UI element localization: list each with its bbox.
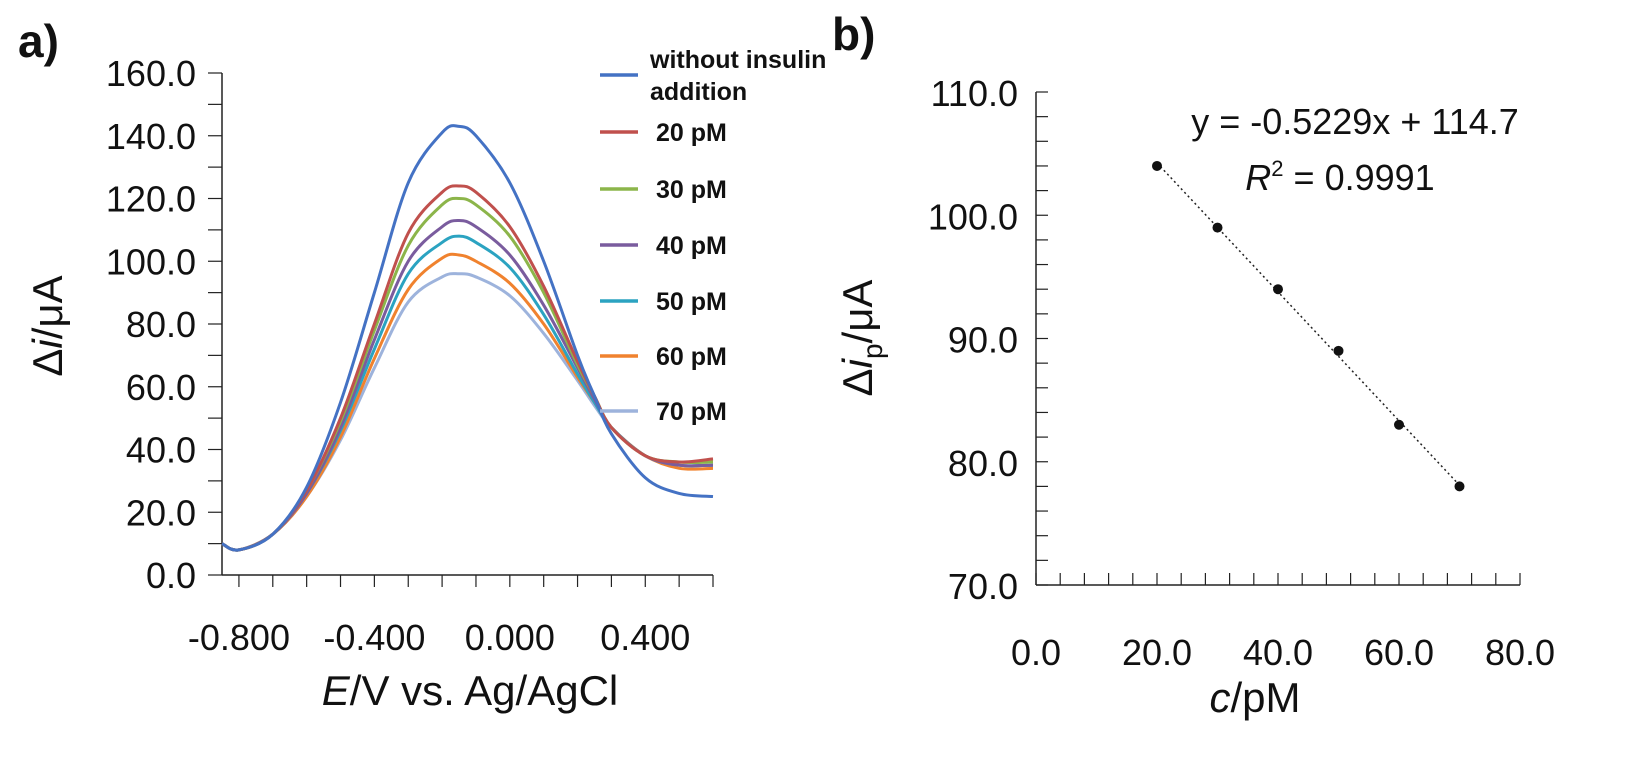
panel-a-x-axis-title: E/V vs. Ag/AgCl bbox=[322, 667, 618, 714]
panel-b-y-axis-title: Δip/μA bbox=[834, 280, 888, 397]
panel-a-y-axis-title: Δi/μA bbox=[24, 275, 71, 376]
panel-a: a) 0.0 20.0 40.0 60.0 80.0 100.0 120.0 140.0 160… bbox=[18, 15, 826, 714]
panel-b-data-point bbox=[1394, 419, 1404, 430]
panel-a-y-tick-label: 0.0 bbox=[146, 555, 196, 596]
panel-b-data-point bbox=[1333, 345, 1344, 356]
panel-a-y-tick-label: 20.0 bbox=[126, 492, 196, 533]
panel-a-legend-label: 50 pM bbox=[656, 288, 727, 316]
panel-a-legend-label: 20 pM bbox=[656, 119, 727, 147]
panel-a-y-tick-label: 140.0 bbox=[106, 116, 196, 157]
panel-b-y-tick-label: 100.0 bbox=[928, 196, 1018, 237]
panel-b-r-label: R bbox=[1245, 157, 1271, 198]
panel-a-y-axis-title-rest: /μA bbox=[24, 275, 71, 339]
panel-b-y-tick-label: 90.0 bbox=[948, 320, 1018, 361]
panel-a-series-line-3 bbox=[221, 218, 714, 552]
panel-a-x-axis-title-rest: /V vs. Ag/AgCl bbox=[350, 667, 618, 714]
panel-a-y-tick-label: 60.0 bbox=[126, 367, 196, 408]
panel-b-y-axis-title-sub: p bbox=[857, 343, 888, 359]
panel-a-series-line-4 bbox=[221, 234, 714, 552]
panel-b-x-axis-title-rest: /pM bbox=[1230, 674, 1300, 721]
panel-b-data-point bbox=[1454, 481, 1465, 492]
panel-a-x-tick-label: 0.000 bbox=[465, 617, 555, 658]
panel-a-y-tick-label: 120.0 bbox=[106, 179, 196, 220]
panel-b-data-point bbox=[1152, 160, 1162, 171]
panel-b-y-axis-title-prefix: Δ bbox=[834, 368, 881, 396]
panel-b-data-point bbox=[1212, 222, 1223, 233]
panel-a-y-tick-label: 160.0 bbox=[106, 53, 196, 94]
panel-b-equation: y = -0.5229x + 114.7 bbox=[1191, 101, 1519, 142]
panel-b-y-tick-label: 70.0 bbox=[948, 566, 1018, 607]
panel-a-series-line-1 bbox=[221, 184, 714, 552]
panel-a-series bbox=[221, 124, 714, 552]
panel-b-r-sup: 2 bbox=[1271, 156, 1283, 181]
panel-b-x-tick-label: 20.0 bbox=[1122, 632, 1192, 673]
panel-a-tick-labels: 0.0 20.0 40.0 60.0 80.0 100.0 120.0 140.0 160.0 -… bbox=[106, 53, 690, 658]
panel-b-tick-labels: 70.0 80.0 90.0 100.0 110.0 0.0 20.0 40.0 60.0 80.… bbox=[928, 73, 1555, 673]
panel-b-trendline-line bbox=[1156, 162, 1461, 486]
panel-a-x-tick-label: -0.400 bbox=[323, 617, 425, 658]
panel-b-y-tick-label: 110.0 bbox=[931, 73, 1018, 114]
panel-a-y-tick-label: 40.0 bbox=[126, 430, 196, 471]
panel-a-y-axis-title-prefix: Δ bbox=[24, 349, 71, 377]
panel-a-y-tick-label: 80.0 bbox=[126, 304, 196, 345]
panel-a-legend-label: 70 pM bbox=[656, 398, 727, 426]
panel-a-x-tick-label: -0.800 bbox=[188, 617, 290, 658]
panel-b-r-squared: R2 = 0.9991 bbox=[1245, 156, 1434, 198]
panel-a-legend-label: 40 pM bbox=[656, 232, 727, 260]
panel-b-x-axis-title-italic: c bbox=[1209, 674, 1230, 721]
panel-b-x-tick-label: 40.0 bbox=[1243, 632, 1313, 673]
panel-b-y-tick-label: 80.0 bbox=[948, 443, 1018, 484]
panel-a-y-tick-label: 100.0 bbox=[106, 241, 196, 282]
panel-a-legend: without insulin addition 20 pM 30 pM 40 pM 50… bbox=[600, 46, 826, 426]
panel-a-series-line-0 bbox=[221, 124, 714, 552]
panel-b-x-tick-label: 60.0 bbox=[1364, 632, 1434, 673]
panel-a-y-axis-title-italic: i bbox=[24, 338, 71, 349]
panel-b-trendline bbox=[1156, 162, 1461, 486]
panel-a-axes bbox=[208, 72, 714, 587]
panel-b-y-axis-title-italic: i bbox=[834, 357, 881, 368]
panel-a-legend-label: addition bbox=[650, 78, 747, 106]
panel-b-x-tick-label: 80.0 bbox=[1485, 632, 1555, 673]
panel-b-y-axis-title-rest: /μA bbox=[834, 280, 881, 344]
panel-a-x-tick-label: 0.400 bbox=[600, 617, 690, 658]
panel-b-x-axis-title: c/pM bbox=[1209, 674, 1300, 721]
panel-a-label: a) bbox=[18, 15, 59, 67]
panel-b-label: b) bbox=[832, 8, 875, 60]
panel-b-points bbox=[1152, 160, 1465, 492]
panel-a-legend-label: without insulin bbox=[649, 46, 826, 74]
panel-a-x-axis-title-italic: E bbox=[322, 667, 351, 714]
panel-a-series-line-2 bbox=[221, 196, 714, 552]
panel-b-x-tick-label: 0.0 bbox=[1011, 632, 1061, 673]
panel-b-r-value: = 0.9991 bbox=[1284, 157, 1435, 198]
panel-b: b) 70.0 80.0 90.0 100.0 110.0 0.0 20.0 40.0 60.0… bbox=[832, 8, 1555, 721]
panel-b-data-point bbox=[1273, 284, 1283, 295]
panel-a-legend-label: 30 pM bbox=[656, 176, 727, 204]
panel-a-legend-label: 60 pM bbox=[656, 343, 727, 371]
panel-b-axes bbox=[1035, 91, 1521, 586]
